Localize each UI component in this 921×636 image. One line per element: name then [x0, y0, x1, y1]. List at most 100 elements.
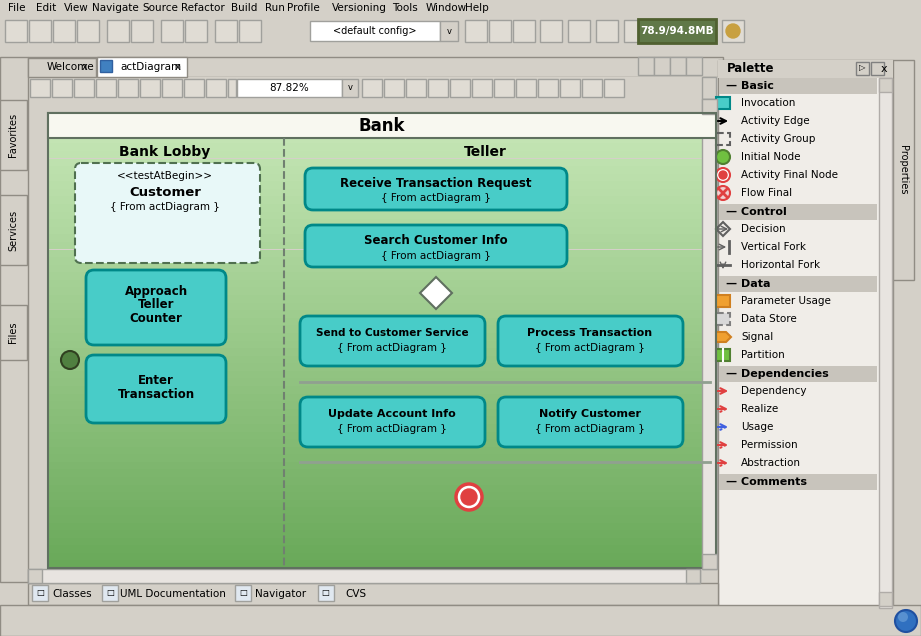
Bar — [604, 79, 624, 97]
Bar — [29, 20, 51, 42]
Bar — [702, 99, 717, 114]
Bar — [48, 462, 716, 469]
Bar — [53, 20, 75, 42]
Text: v: v — [447, 27, 451, 36]
Text: Search Customer Info: Search Customer Info — [364, 235, 507, 247]
Bar — [702, 77, 716, 99]
Bar — [893, 60, 914, 280]
Text: Help: Help — [465, 3, 489, 13]
Text: Window: Window — [426, 3, 467, 13]
Text: Transaction: Transaction — [118, 389, 194, 401]
Bar — [48, 386, 716, 394]
Bar — [48, 431, 716, 439]
Text: Files: Files — [8, 321, 18, 343]
Bar — [465, 20, 487, 42]
Bar — [185, 20, 207, 42]
Text: Versioning: Versioning — [332, 3, 387, 13]
Bar — [48, 158, 716, 166]
Bar — [440, 21, 458, 41]
Bar — [0, 100, 27, 170]
Text: UML Documentation: UML Documentation — [121, 589, 227, 599]
FancyBboxPatch shape — [498, 316, 683, 366]
Bar — [48, 477, 716, 485]
Bar — [48, 113, 716, 568]
Bar — [206, 79, 226, 97]
Bar — [102, 585, 119, 601]
Text: x: x — [82, 62, 87, 72]
Bar — [48, 560, 716, 568]
Bar — [48, 174, 716, 181]
Text: x: x — [880, 64, 887, 74]
FancyBboxPatch shape — [498, 397, 683, 447]
Bar — [118, 79, 138, 97]
Text: Classes: Classes — [52, 589, 92, 599]
Bar — [140, 79, 160, 97]
Bar — [48, 371, 716, 378]
Bar — [48, 326, 716, 333]
Bar — [5, 20, 27, 42]
Bar — [48, 265, 716, 272]
Circle shape — [898, 612, 908, 622]
Bar — [582, 79, 602, 97]
Bar — [52, 79, 72, 97]
Bar — [871, 62, 884, 75]
Bar — [718, 60, 893, 78]
Bar — [384, 79, 404, 97]
Bar — [100, 60, 112, 72]
Text: — Comments: — Comments — [726, 477, 807, 487]
Bar — [654, 57, 670, 75]
Text: Decision: Decision — [741, 224, 786, 234]
Bar — [48, 409, 716, 417]
Bar — [494, 79, 514, 97]
Text: Horizontal Fork: Horizontal Fork — [741, 260, 820, 270]
Bar — [107, 20, 129, 42]
Text: Build: Build — [231, 3, 257, 13]
FancyBboxPatch shape — [300, 316, 485, 366]
Bar — [28, 77, 723, 99]
Bar — [0, 57, 28, 582]
Text: CVS: CVS — [345, 589, 367, 599]
Text: Counter: Counter — [130, 312, 182, 324]
Bar — [48, 333, 716, 340]
Bar — [716, 133, 730, 145]
Text: { From actDiagram }: { From actDiagram } — [337, 343, 447, 353]
Bar — [48, 424, 716, 431]
Bar — [30, 79, 50, 97]
Bar — [161, 20, 183, 42]
Text: Palette: Palette — [727, 62, 775, 76]
Text: Run: Run — [264, 3, 285, 13]
Bar — [131, 20, 153, 42]
Bar — [48, 446, 716, 454]
Bar — [0, 17, 921, 47]
Bar — [48, 272, 716, 280]
Bar — [716, 295, 730, 307]
Bar — [48, 530, 716, 537]
Bar — [48, 508, 716, 515]
Bar — [48, 394, 716, 401]
Bar — [560, 79, 580, 97]
Text: { From actDiagram }: { From actDiagram } — [381, 251, 491, 261]
Text: Receive Transaction Request: Receive Transaction Request — [340, 177, 531, 191]
Text: Teller: Teller — [138, 298, 174, 312]
Bar — [670, 57, 686, 75]
FancyBboxPatch shape — [86, 355, 226, 423]
Bar — [48, 545, 716, 553]
Bar — [472, 79, 492, 97]
Bar — [48, 469, 716, 477]
Bar — [48, 439, 716, 446]
Text: 78.9/94.8MB: 78.9/94.8MB — [640, 26, 714, 36]
Text: Realize: Realize — [741, 404, 778, 414]
Text: File: File — [8, 3, 26, 13]
Bar — [74, 79, 94, 97]
Text: ▷: ▷ — [858, 64, 865, 73]
Bar — [879, 592, 892, 606]
Text: Bank Lobby: Bank Lobby — [120, 145, 211, 159]
Bar — [48, 212, 716, 219]
Bar — [237, 79, 342, 97]
Text: { From actDiagram }: { From actDiagram } — [381, 193, 491, 203]
Bar — [48, 356, 716, 363]
Bar — [48, 113, 716, 138]
Bar — [318, 585, 333, 601]
Text: Activity Edge: Activity Edge — [741, 116, 810, 126]
Text: actDiagram: actDiagram — [120, 62, 181, 72]
